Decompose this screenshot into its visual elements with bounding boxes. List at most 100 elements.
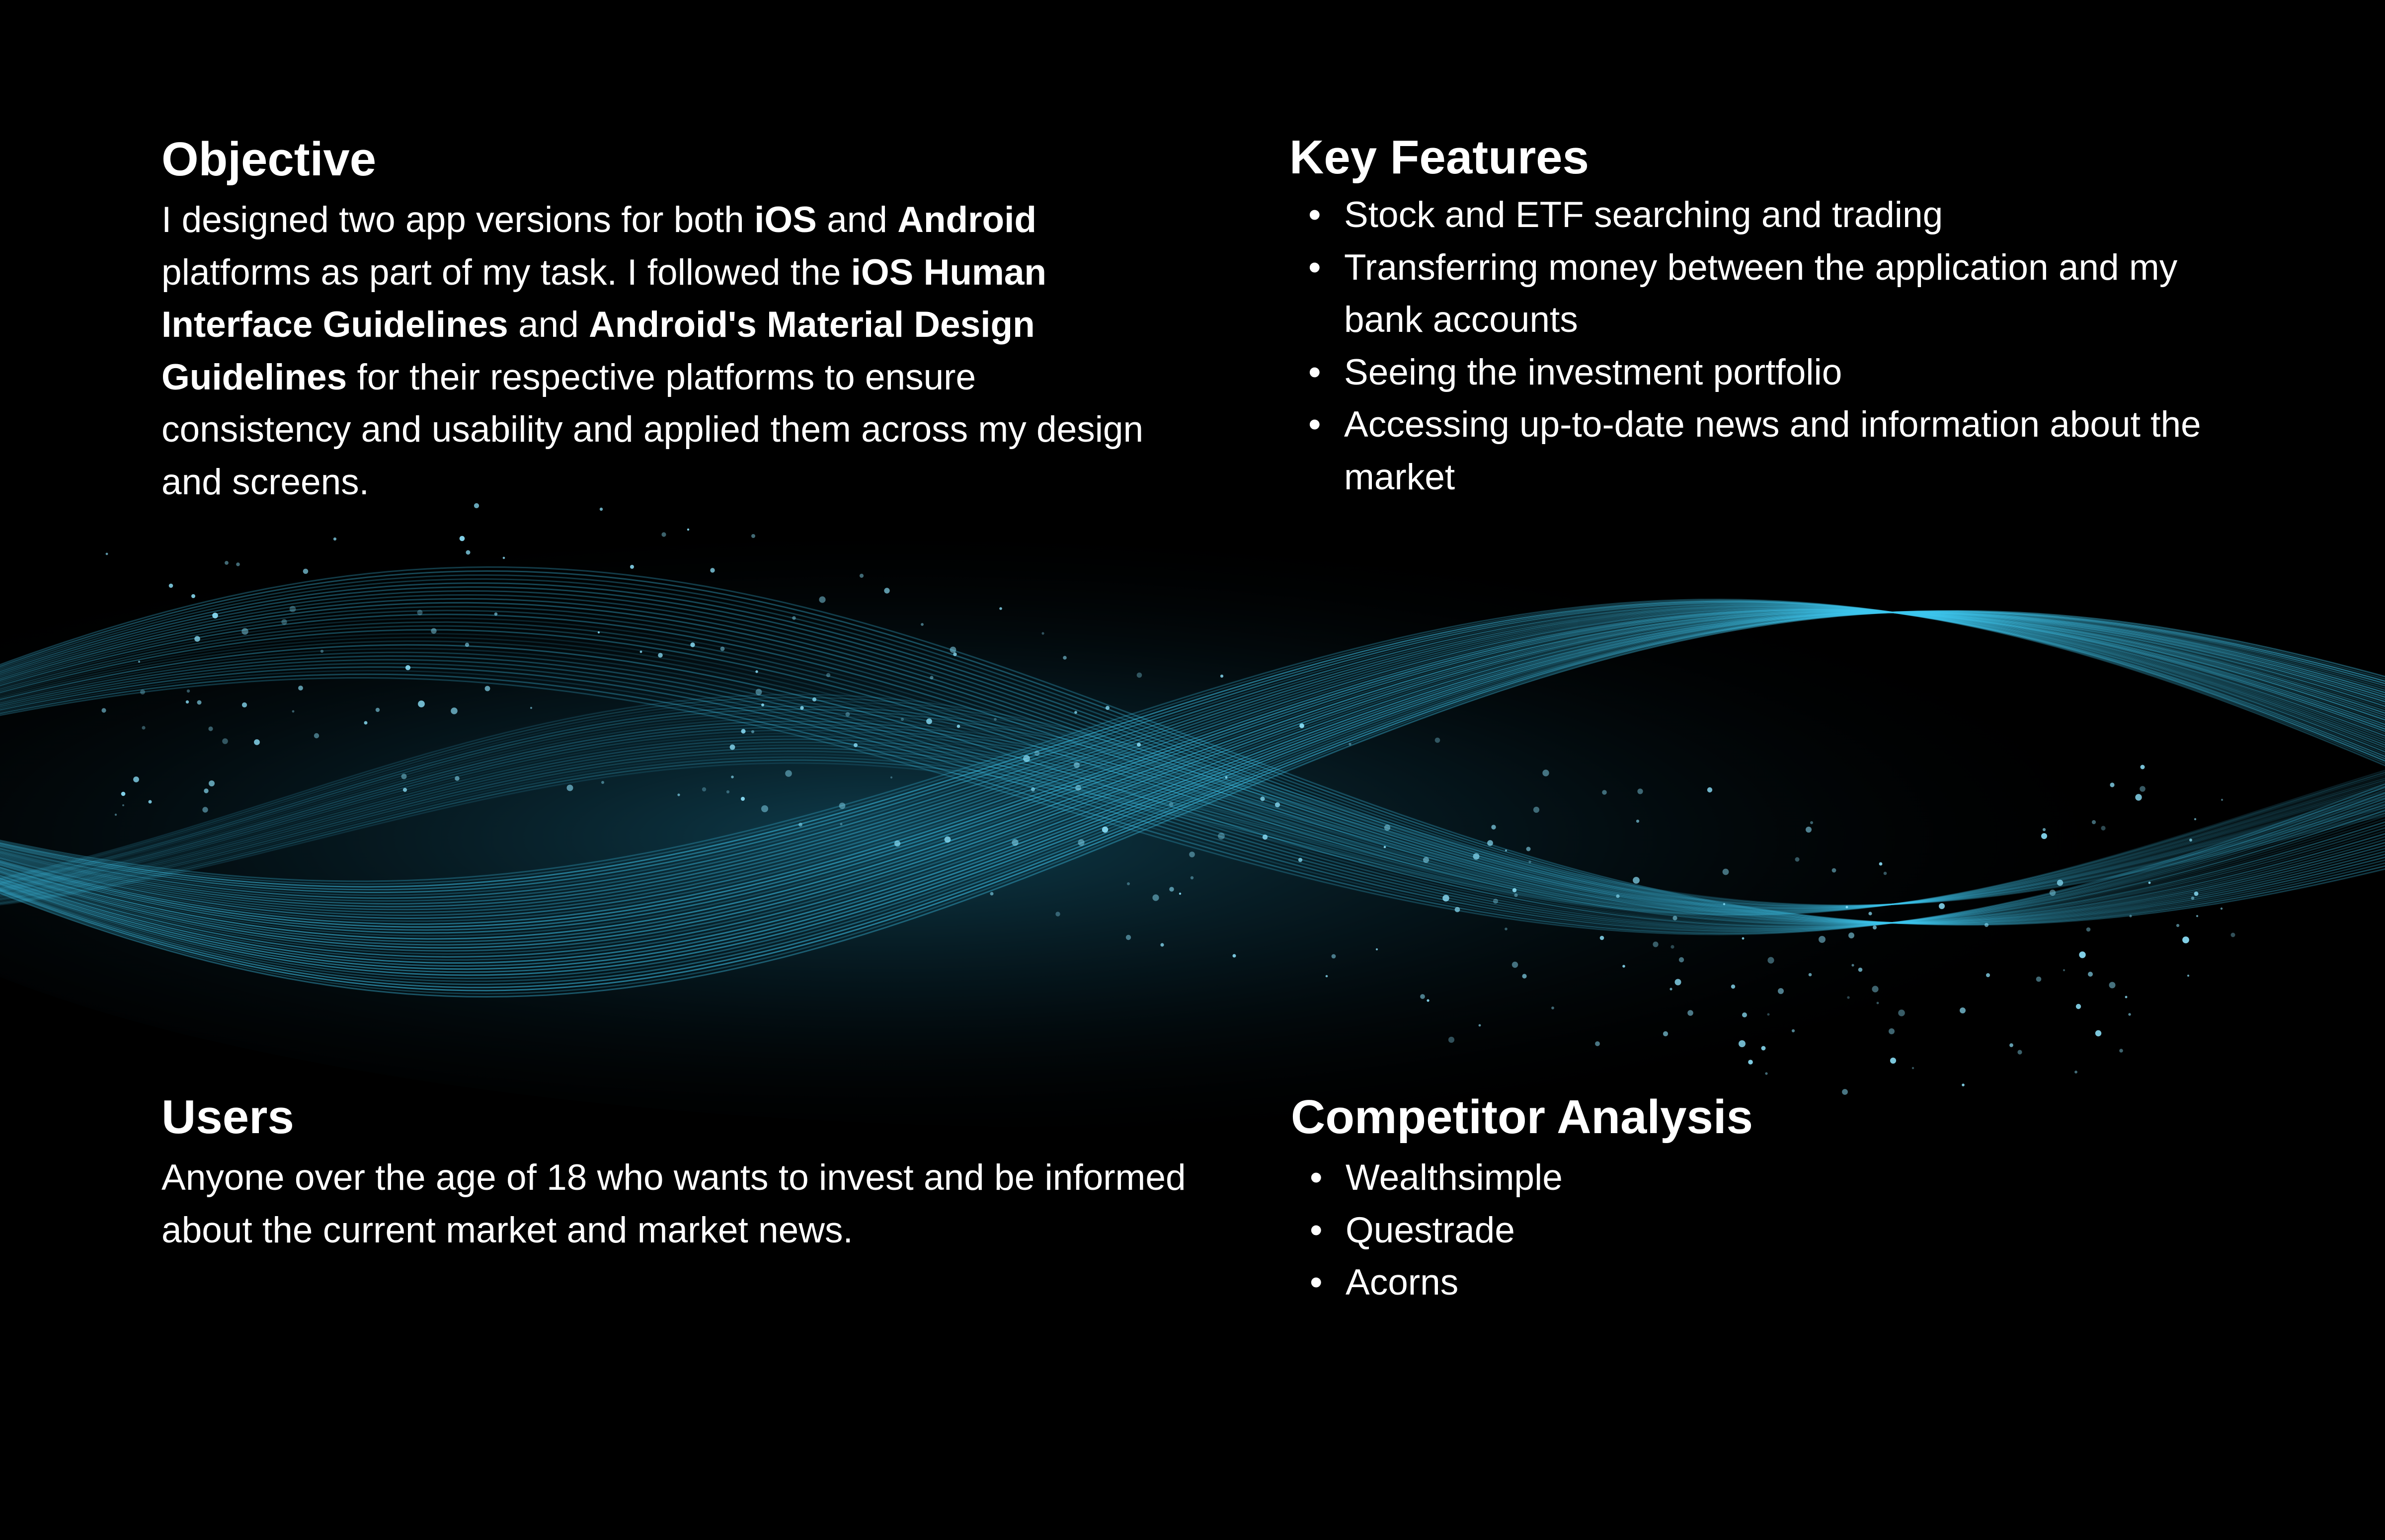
particle-dot: [994, 718, 997, 721]
particle-dot: [2036, 977, 2042, 982]
particle-dot: [225, 561, 229, 565]
particle-dot: [1600, 936, 1604, 940]
particle-dot: [1427, 999, 1429, 1001]
particle-dot: [290, 606, 296, 613]
particle-dot: [2086, 927, 2091, 932]
particle-dot: [1505, 849, 1507, 851]
particle-dot: [138, 661, 140, 663]
key-features-list: • Stock and ETF searching and trading • Tr…: [1289, 189, 2263, 503]
objective-body-bold-android: Android: [897, 200, 1036, 240]
particle-dot: [1637, 788, 1643, 794]
particle-dot: [1890, 1058, 1896, 1064]
particle-dot: [1512, 888, 1516, 892]
particle-dot: [731, 775, 734, 778]
particle-dot: [106, 553, 108, 555]
particle-dot: [1879, 862, 1883, 866]
particle-dot: [403, 788, 407, 792]
particle-dot: [1622, 965, 1625, 968]
list-item: • Acorns: [1291, 1256, 2185, 1309]
particle-dot: [187, 690, 190, 693]
competitor-name: Questrade: [1346, 1210, 1515, 1250]
particle-dot: [826, 673, 830, 677]
particle-dot: [2141, 765, 2145, 770]
competitor-analysis-section: Competitor Analysis • Wealthsimple • Quest…: [1291, 1088, 2185, 1309]
particle-dot: [945, 837, 951, 843]
particle-dot: [2101, 826, 2105, 830]
particle-dot: [1898, 1009, 1905, 1016]
particle-dot: [236, 562, 240, 566]
bullet-icon: •: [1308, 241, 1321, 294]
particle-dot: [640, 651, 642, 653]
particle-dot: [1169, 887, 1174, 892]
particle-dot: [1528, 860, 1531, 863]
objective-heading: Objective: [161, 130, 1155, 189]
particle-dot: [1884, 872, 1887, 875]
users-section: Users Anyone over the age of 18 who want…: [161, 1088, 1205, 1256]
particle-dot: [1220, 675, 1223, 678]
particle-dot: [1384, 846, 1386, 848]
particle-dot: [1491, 825, 1496, 829]
particle-dot: [2221, 799, 2223, 801]
objective-body-part: and: [817, 200, 897, 240]
particle-dot: [320, 650, 323, 653]
particle-dot: [2109, 982, 2116, 989]
particle-dot: [1986, 973, 1990, 977]
particle-dot: [1960, 1007, 1966, 1013]
particle-dot: [1078, 839, 1084, 846]
particle-dot: [133, 776, 139, 782]
particle-dot: [1298, 858, 1302, 862]
particle-dot: [702, 787, 706, 791]
list-item: • Seeing the investment portfolio: [1289, 346, 2263, 399]
competitor-name: Acorns: [1346, 1262, 1458, 1303]
particle-dot: [957, 725, 960, 728]
bullet-icon: •: [1308, 189, 1321, 241]
particle-dot: [1542, 770, 1549, 776]
particle-dot: [1218, 833, 1225, 840]
particle-dot: [376, 708, 380, 712]
particle-dot: [1731, 985, 1735, 989]
particle-dot: [1487, 840, 1493, 846]
list-item: • Transferring money between the applicat…: [1289, 241, 2263, 346]
particle-dot: [2050, 890, 2056, 896]
particle-dot: [812, 697, 816, 701]
particle-dot: [1616, 894, 1619, 898]
particle-dot: [860, 574, 864, 578]
particle-dot: [1809, 973, 1812, 977]
particle-dot: [1275, 802, 1280, 807]
particle-dot: [1742, 1012, 1747, 1017]
particle-dot: [1034, 751, 1039, 756]
objective-body-part: platforms as part of my task. I followed…: [161, 252, 851, 293]
particle-dot: [630, 565, 634, 569]
particle-dot: [839, 803, 846, 809]
particle-dot: [431, 628, 436, 633]
particle-dot: [1851, 964, 1854, 966]
particle-dot: [730, 745, 735, 750]
particle-dot: [1522, 974, 1526, 978]
particle-dot: [1672, 916, 1677, 920]
particle-dot: [1858, 968, 1863, 972]
particle-dot: [140, 690, 145, 694]
particle-dot: [2009, 1043, 2013, 1047]
particle-dot: [314, 733, 319, 738]
key-feature-text: Transferring money between the applicati…: [1344, 247, 2177, 340]
particle-dot: [465, 643, 469, 647]
particle-dot: [792, 616, 795, 619]
particle-dot: [1707, 787, 1712, 792]
bullet-icon: •: [1310, 1256, 1323, 1309]
particle-dot: [1376, 948, 1378, 950]
particle-dot: [687, 529, 689, 531]
particle-dot: [1551, 1006, 1554, 1009]
particle-dot: [1179, 893, 1181, 895]
particle-dot: [785, 770, 792, 777]
particle-dot: [1299, 723, 1304, 728]
particle-dot: [1233, 954, 1236, 958]
particle-dot: [2189, 839, 2192, 842]
particle-dot: [720, 647, 725, 651]
particle-dot: [1152, 894, 1159, 901]
particle-dot: [303, 569, 309, 574]
particle-dot: [1189, 851, 1195, 857]
particle-dot: [1102, 827, 1108, 833]
particle-dot: [1912, 1067, 1914, 1069]
particle-dot: [751, 534, 755, 538]
particle-dot: [1384, 825, 1390, 831]
